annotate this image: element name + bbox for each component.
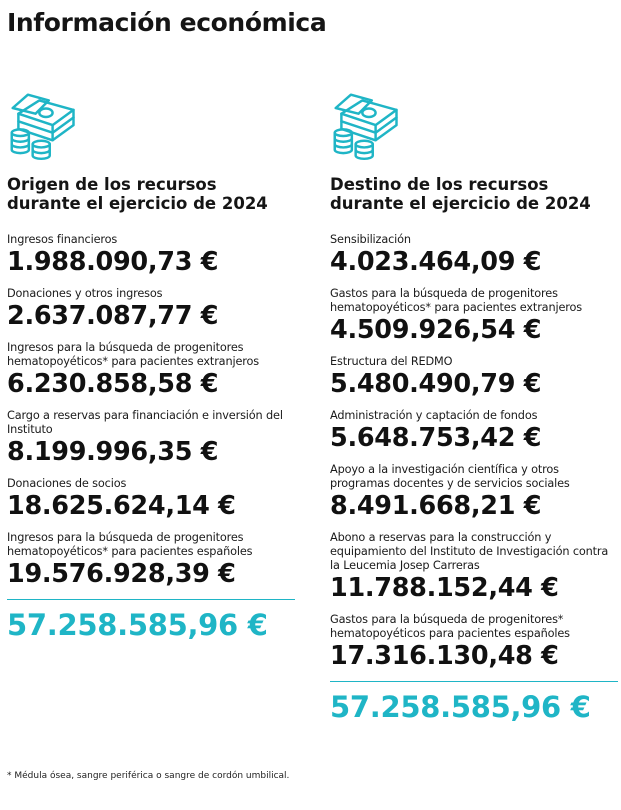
- money-stack-icon: [10, 93, 75, 161]
- list-item: Gastos para la búsqueda de progenitores*…: [330, 613, 618, 671]
- item-label: Gastos para la búsqueda de progenitores*…: [330, 613, 570, 640]
- item-amount: 8.199.996,35 €: [7, 437, 219, 467]
- origin-heading: Origen de los recursos durante el ejerci…: [7, 175, 295, 213]
- origin-column: Origen de los recursos durante el ejerci…: [7, 88, 295, 642]
- item-label: Sensibilización: [330, 233, 411, 246]
- item-amount: 6.230.858,58 €: [7, 369, 219, 399]
- total-divider: [330, 681, 618, 682]
- list-item: Sensibilización 4.023.464,09 €: [330, 233, 618, 277]
- item-amount: 2.637.087,77 €: [7, 301, 219, 331]
- list-item: Ingresos para la búsqueda de progenitore…: [7, 531, 295, 589]
- item-label: Donaciones de socios: [7, 477, 127, 490]
- item-label: Estructura del REDMO: [330, 355, 453, 368]
- item-label: Cargo a reservas para financiación e inv…: [7, 409, 283, 436]
- total-divider: [7, 599, 295, 600]
- list-item: Abono a reservas para la construcción y …: [330, 531, 618, 603]
- origin-total: 57.258.585,96 €: [7, 608, 268, 642]
- item-amount: 5.480.490,79 €: [330, 369, 542, 399]
- item-amount: 4.023.464,09 €: [330, 247, 542, 277]
- list-item: Estructura del REDMO 5.480.490,79 €: [330, 355, 618, 399]
- list-item: Apoyo a la investigación científica y ot…: [330, 463, 618, 521]
- footnote: * Médula ósea, sangre periférica o sangr…: [7, 771, 290, 781]
- list-item: Administración y captación de fondos 5.6…: [330, 409, 618, 453]
- item-label: Administración y captación de fondos: [330, 409, 538, 422]
- item-amount: 18.625.624,14 €: [7, 491, 236, 521]
- item-amount: 8.491.668,21 €: [330, 491, 542, 521]
- item-label: Donaciones y otros ingresos: [7, 287, 163, 300]
- origin-heading-line1: Origen de los recursos: [7, 175, 217, 194]
- list-item: Donaciones de socios 18.625.624,14 €: [7, 477, 295, 521]
- item-amount: 4.509.926,54 €: [330, 315, 542, 345]
- destination-total: 57.258.585,96 €: [330, 690, 591, 724]
- item-amount: 1.988.090,73 €: [7, 247, 219, 277]
- item-label: Gastos para la búsqueda de progenitores …: [330, 287, 582, 314]
- item-amount: 11.788.152,44 €: [330, 573, 559, 603]
- list-item: Donaciones y otros ingresos 2.637.087,77…: [7, 287, 295, 331]
- money-stack-icon: [333, 93, 398, 161]
- item-label: Ingresos para la búsqueda de progenitore…: [7, 341, 259, 368]
- list-item: Ingresos para la búsqueda de progenitore…: [7, 341, 295, 399]
- destination-heading: Destino de los recursos durante el ejerc…: [330, 175, 618, 213]
- item-label: Apoyo a la investigación científica y ot…: [330, 463, 570, 490]
- list-item: Ingresos financieros 1.988.090,73 €: [7, 233, 295, 277]
- destination-heading-line1: Destino de los recursos: [330, 175, 549, 194]
- item-label: Ingresos para la búsqueda de progenitore…: [7, 531, 253, 558]
- origin-list: Ingresos financieros 1.988.090,73 € Dona…: [7, 233, 295, 589]
- item-amount: 19.576.928,39 €: [7, 559, 236, 589]
- destination-list: Sensibilización 4.023.464,09 € Gastos pa…: [330, 233, 618, 671]
- item-amount: 17.316.130,48 €: [330, 641, 559, 671]
- destination-heading-line2: durante el ejercicio de 2024: [330, 194, 591, 213]
- item-label: Abono a reservas para la construcción y …: [330, 531, 609, 572]
- item-amount: 5.648.753,42 €: [330, 423, 542, 453]
- page-title: Información económica: [7, 8, 327, 37]
- origin-heading-line2: durante el ejercicio de 2024: [7, 194, 268, 213]
- list-item: Cargo a reservas para financiación e inv…: [7, 409, 295, 467]
- destination-column: Destino de los recursos durante el ejerc…: [330, 88, 618, 724]
- item-label: Ingresos financieros: [7, 233, 118, 246]
- list-item: Gastos para la búsqueda de progenitores …: [330, 287, 618, 345]
